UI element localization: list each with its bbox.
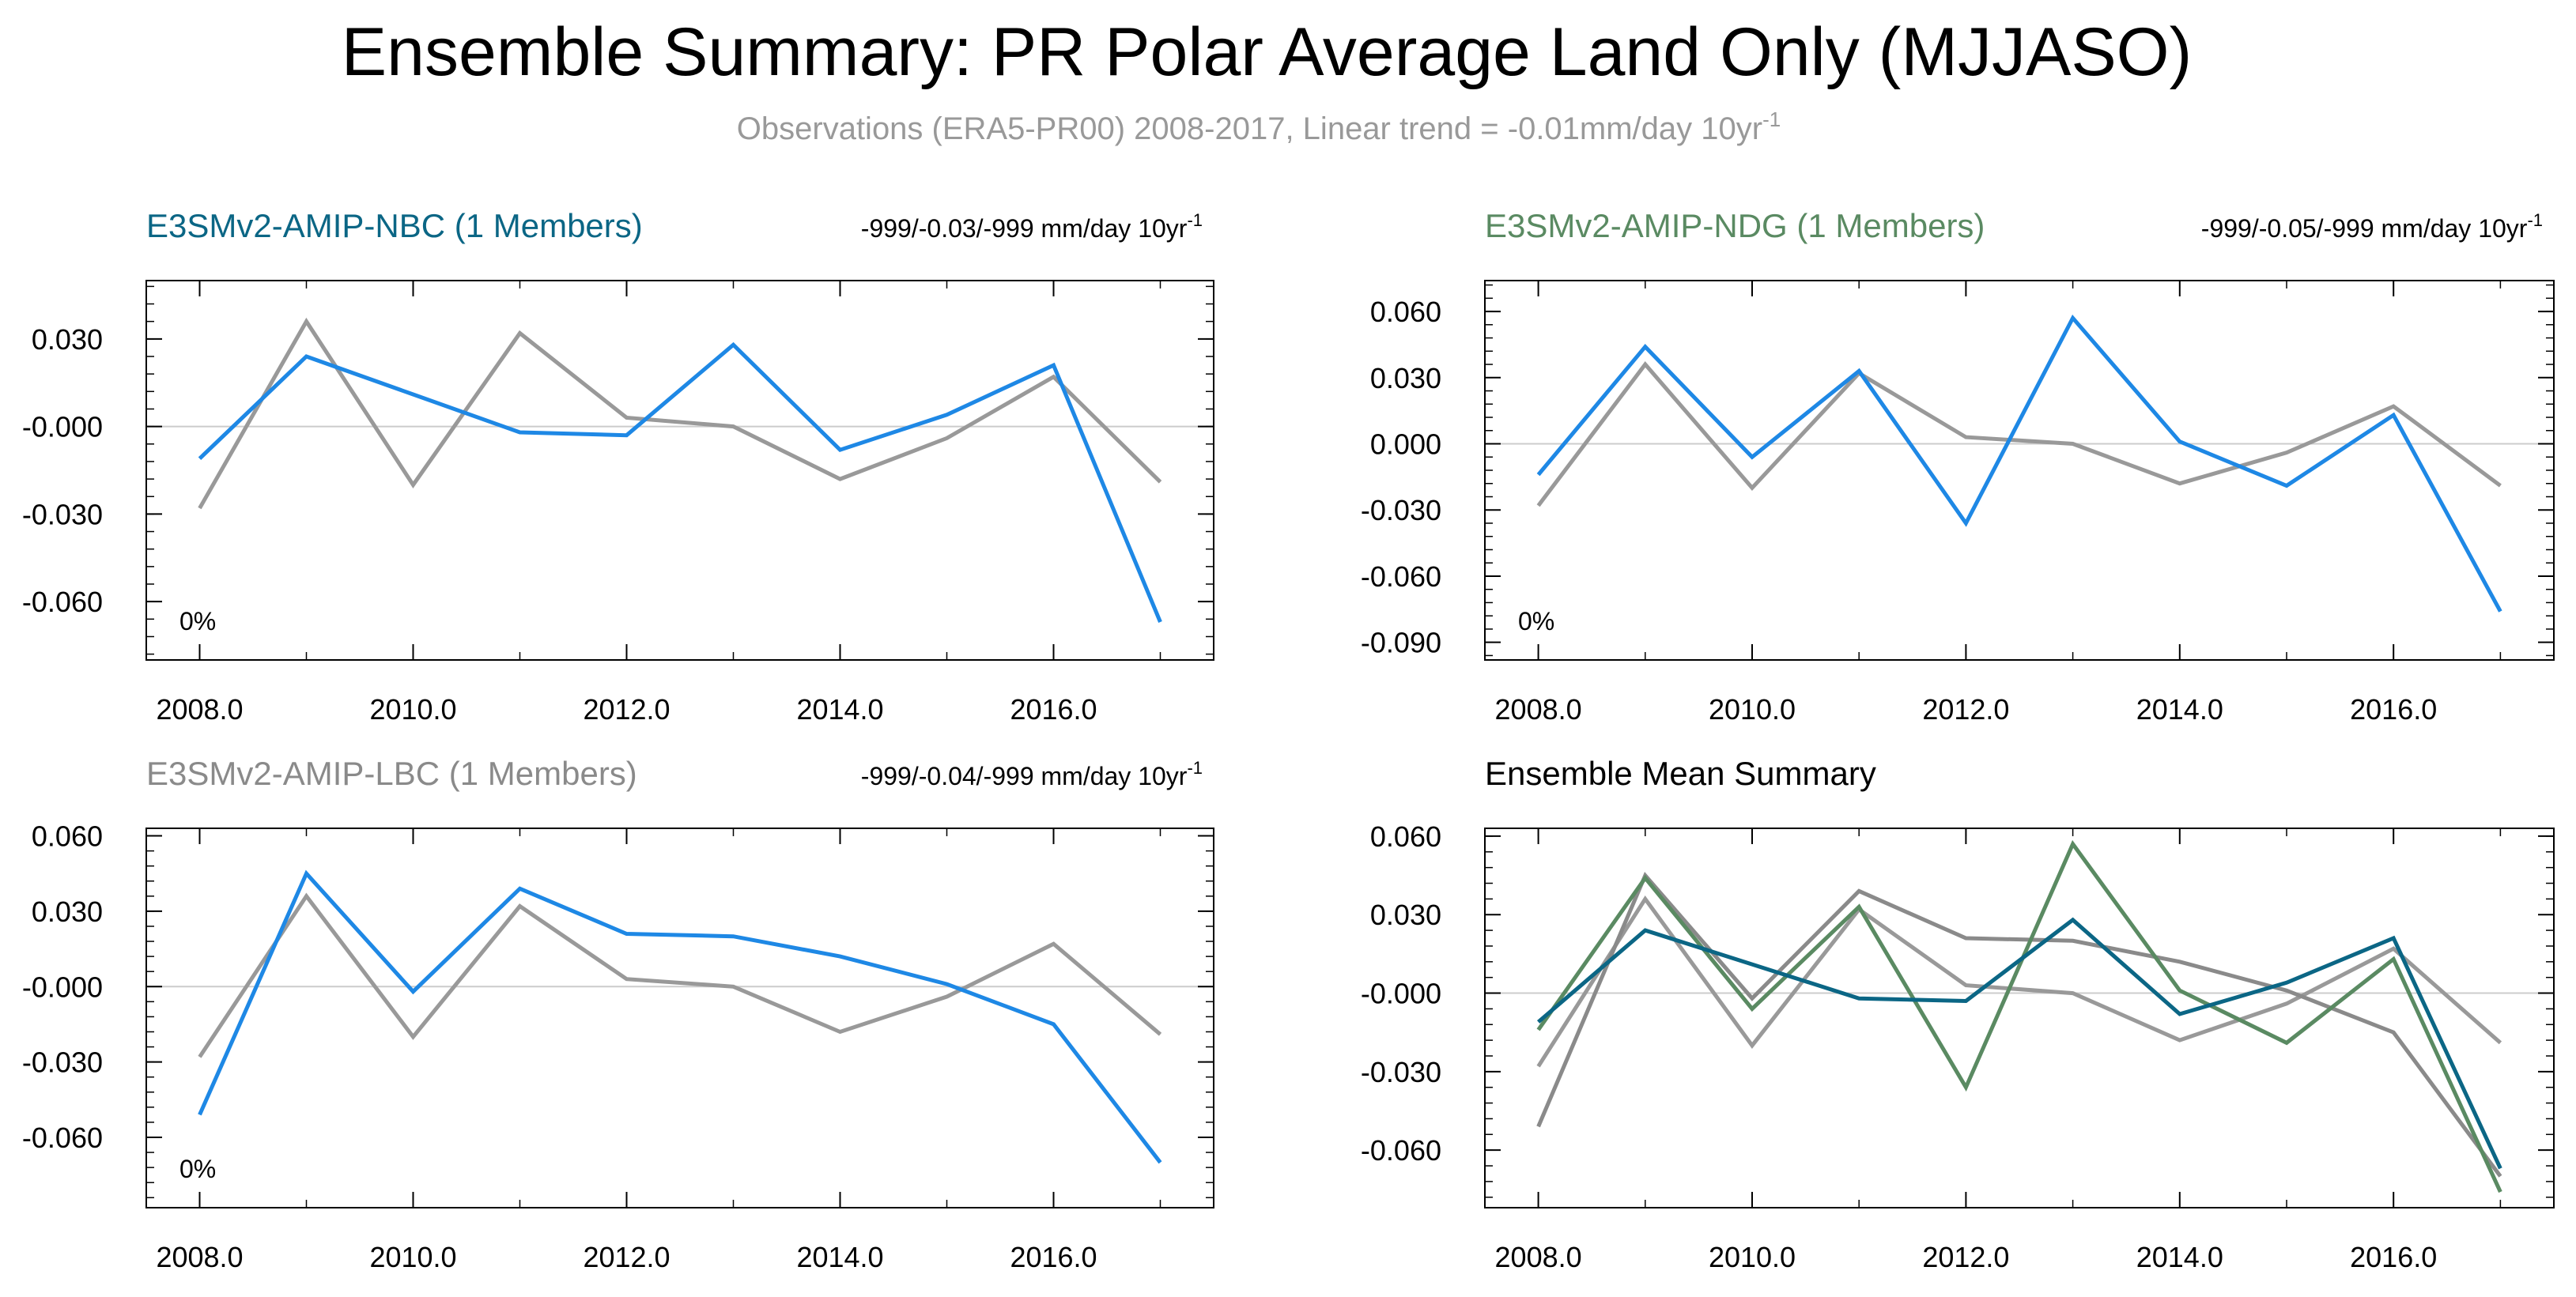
y-tick-label: -0.030 bbox=[22, 498, 103, 530]
y-tick-label: -0.030 bbox=[1361, 1056, 1441, 1088]
plot-frame bbox=[145, 280, 1214, 661]
x-tick-label: 2008.0 bbox=[156, 1241, 243, 1273]
trend-label: -999/-0.03/-999 mm/day 10yr-1 bbox=[861, 210, 1203, 243]
trend-label: -999/-0.05/-999 mm/day 10yr-1 bbox=[2201, 210, 2543, 243]
plot-frame bbox=[145, 828, 1214, 1208]
series-line-model bbox=[198, 869, 1162, 1164]
y-tick-label: -0.000 bbox=[22, 411, 103, 443]
x-tick-label: 2010.0 bbox=[1709, 1241, 1796, 1273]
plot-frame bbox=[1484, 828, 2555, 1208]
percent-label: 0% bbox=[179, 1155, 216, 1183]
series-line-model bbox=[198, 341, 1162, 623]
y-tick-label: -0.000 bbox=[1361, 978, 1441, 1010]
panel-top-right: -0.090 -0.060 -0.030 0.000 0.030 0.060 2008.0 2… bbox=[1361, 207, 2555, 726]
trend-label-superscript: -1 bbox=[1187, 210, 1203, 230]
y-tick-label: 0.060 bbox=[32, 820, 103, 853]
figure-title: Ensemble Summary: PR Polar Average Land … bbox=[342, 14, 2192, 90]
x-tick-label: 2016.0 bbox=[2350, 1241, 2437, 1273]
x-tick-label: 2014.0 bbox=[796, 1241, 883, 1273]
series-line-lbc bbox=[1536, 871, 2502, 1178]
x-tick-label: 2008.0 bbox=[1495, 693, 1582, 726]
y-tick-label: -0.000 bbox=[22, 971, 103, 1003]
y-tick-label: 0.030 bbox=[1370, 362, 1441, 394]
series-line-ndg bbox=[1536, 839, 2502, 1193]
panel-title: E3SMv2-AMIP-LBC (1 Members) bbox=[146, 755, 637, 792]
x-tick-label: 2008.0 bbox=[156, 693, 243, 726]
y-tick-label: -0.060 bbox=[1361, 560, 1441, 593]
x-tick-label: 2008.0 bbox=[1495, 1241, 1582, 1273]
x-tick-label: 2016.0 bbox=[2350, 693, 2437, 726]
trend-label-superscript: -1 bbox=[1187, 758, 1203, 778]
y-tick-label: -0.030 bbox=[1361, 494, 1441, 526]
subtitle-main: Observations (ERA5-PR00) 2008-2017, Line… bbox=[737, 111, 1762, 146]
trend-label-superscript: -1 bbox=[2527, 210, 2543, 230]
percent-label: 0% bbox=[1518, 607, 1554, 635]
series-line-obs bbox=[1536, 361, 2502, 507]
y-tick-label: -0.060 bbox=[22, 1122, 103, 1154]
y-tick-label: -0.060 bbox=[22, 586, 103, 618]
x-tick-label: 2012.0 bbox=[1922, 1241, 2009, 1273]
trend-label-text: -999/-0.05/-999 mm/day 10yr bbox=[2201, 214, 2528, 243]
y-tick-label: 0.000 bbox=[1370, 428, 1441, 461]
subtitle-superscript: -1 bbox=[1762, 107, 1781, 131]
series-line-obs bbox=[1536, 895, 2502, 1068]
panel-top-left: -0.060 -0.030 -0.000 0.030 2008.0 2010.0 2012.… bbox=[22, 207, 1214, 726]
x-tick-label: 2014.0 bbox=[2136, 1241, 2223, 1273]
series-line-model bbox=[1536, 314, 2502, 613]
y-tick-label: -0.060 bbox=[1361, 1134, 1441, 1167]
y-tick-label: 0.060 bbox=[1370, 820, 1441, 853]
panel-title: Ensemble Mean Summary bbox=[1485, 755, 1876, 792]
x-tick-label: 2014.0 bbox=[796, 693, 883, 726]
x-tick-label: 2016.0 bbox=[1010, 1241, 1097, 1273]
series-line-obs bbox=[198, 317, 1162, 510]
series-line-obs bbox=[198, 892, 1162, 1058]
trend-label-text: -999/-0.03/-999 mm/day 10yr bbox=[861, 214, 1188, 243]
x-tick-label: 2010.0 bbox=[1709, 693, 1796, 726]
panel-bottom-right: -0.060 -0.030 -0.000 0.030 0.060 2008.0 2010.0… bbox=[1361, 755, 2555, 1273]
x-tick-label: 2016.0 bbox=[1010, 693, 1097, 726]
series-line-nbc bbox=[1536, 917, 2502, 1170]
panels: -0.060 -0.030 -0.000 0.030 2008.0 2010.0 2012.… bbox=[22, 207, 2555, 1273]
trend-label: -999/-0.04/-999 mm/day 10yr-1 bbox=[861, 758, 1203, 790]
percent-label: 0% bbox=[179, 607, 216, 635]
trend-label-text: -999/-0.04/-999 mm/day 10yr bbox=[861, 762, 1188, 790]
x-tick-label: 2010.0 bbox=[369, 693, 456, 726]
figure-subtitle: Observations (ERA5-PR00) 2008-2017, Line… bbox=[737, 107, 1781, 146]
y-tick-label: -0.090 bbox=[1361, 627, 1441, 659]
y-tick-label: 0.060 bbox=[1370, 296, 1441, 328]
x-tick-label: 2010.0 bbox=[369, 1241, 456, 1273]
panel-title: E3SMv2-AMIP-NBC (1 Members) bbox=[146, 207, 643, 244]
x-tick-label: 2012.0 bbox=[583, 693, 670, 726]
y-tick-label: 0.030 bbox=[1370, 899, 1441, 931]
x-tick-label: 2014.0 bbox=[2136, 693, 2223, 726]
plot-frame bbox=[1484, 280, 2555, 661]
panel-title: E3SMv2-AMIP-NDG (1 Members) bbox=[1485, 207, 1985, 244]
y-tick-label: -0.030 bbox=[22, 1046, 103, 1079]
y-tick-label: 0.030 bbox=[32, 323, 103, 356]
x-tick-label: 2012.0 bbox=[583, 1241, 670, 1273]
y-tick-label: 0.030 bbox=[32, 895, 103, 928]
panel-bottom-left: -0.060 -0.030 -0.000 0.030 0.060 2008.0 2010.0… bbox=[22, 755, 1214, 1273]
x-tick-label: 2012.0 bbox=[1922, 693, 2009, 726]
